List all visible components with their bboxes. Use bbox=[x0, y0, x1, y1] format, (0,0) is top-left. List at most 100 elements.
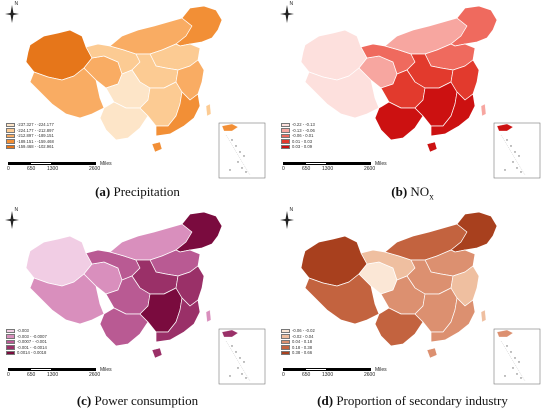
legend-label: 0.0014 - 0.0018 bbox=[17, 350, 47, 356]
legend-label: -224.177 - -212.897 bbox=[17, 127, 54, 133]
legend-entry: -0.06 - -0.02 bbox=[281, 328, 315, 334]
legend-swatch bbox=[281, 128, 290, 133]
legend-swatch bbox=[6, 345, 15, 350]
map-region-east-coast bbox=[175, 265, 205, 307]
compass-icon: N bbox=[5, 1, 19, 23]
legend-entry: 0.04 - 0.18 bbox=[281, 339, 315, 345]
legend-label: -0.02 - 0.04 bbox=[292, 333, 314, 339]
map-region-northeast bbox=[175, 211, 223, 253]
map-legend: -237.327 - -224.177 -224.177 - -212.897 -2… bbox=[6, 122, 54, 150]
legend-entry: -0.22 - -0.13 bbox=[281, 122, 315, 128]
map-legend: -0.22 - -0.13 -0.13 - -0.06 -0.06 - 0.01 0.… bbox=[281, 122, 315, 150]
scale-unit-label: Miles bbox=[375, 161, 387, 167]
legend-label: -0.0007 - -0.001 bbox=[17, 339, 47, 345]
scale-tick-label: 0 bbox=[7, 166, 10, 172]
legend-entry: -0.001 - -0.0014 bbox=[6, 345, 47, 351]
legend-label: -237.327 - -224.177 bbox=[17, 122, 54, 127]
legend-entry: 0.01 - 0.03 bbox=[281, 139, 315, 145]
legend-label: -0.003 - -0.0007 bbox=[17, 333, 47, 339]
legend-swatch bbox=[281, 133, 290, 139]
legend-label: -0.06 - -0.02 bbox=[292, 328, 315, 333]
map-region-taiwan bbox=[205, 103, 212, 117]
legend-swatch bbox=[6, 144, 15, 150]
legend-label: 0.18 - 0.38 bbox=[292, 344, 313, 350]
legend-entry: -0.0007 - -0.001 bbox=[6, 339, 47, 345]
legend-label: -159.468 - -102.961 bbox=[17, 144, 54, 150]
caption-power-consumption: (c) Power consumption bbox=[76, 393, 199, 408]
scale-tick-label: 0 bbox=[7, 372, 10, 378]
map-region-northeast bbox=[175, 5, 223, 47]
map-region-northeast bbox=[450, 5, 498, 47]
compass-north-label: N bbox=[15, 1, 19, 7]
map-legend: -0.06 - -0.02 -0.02 - 0.04 0.04 - 0.18 0.18… bbox=[281, 328, 315, 356]
legend-entry: -0.06 - 0.01 bbox=[281, 133, 315, 139]
legend-entry: -0.02 - 0.04 bbox=[281, 334, 315, 340]
legend-entry: -212.897 - -189.151 bbox=[6, 133, 54, 139]
compass-north-label: N bbox=[290, 1, 294, 7]
scale-tick-label: 1300 bbox=[322, 166, 334, 172]
compass-icon: N bbox=[280, 207, 294, 229]
map-region-yunnan-guizhou bbox=[374, 307, 424, 347]
map-region-northeast bbox=[450, 211, 498, 253]
scale-unit-label: Miles bbox=[375, 367, 387, 373]
legend-label: -0.06 - 0.01 bbox=[292, 133, 314, 139]
map-region-hainan bbox=[151, 141, 163, 153]
china-map: N bbox=[280, 207, 541, 385]
legend-label: -0.003 bbox=[17, 328, 29, 333]
map-panel-power-consumption: N -0.003 -0.003 - -0.0007 -0.0007 - -0.001-… bbox=[0, 206, 275, 412]
legend-swatch bbox=[6, 128, 15, 133]
legend-entry: 0.03 - 0.09 bbox=[281, 144, 315, 150]
legend-entry: -237.327 - -224.177 bbox=[6, 122, 54, 128]
south-china-sea-inset bbox=[493, 328, 541, 385]
compass-north-label: N bbox=[15, 207, 19, 213]
legend-label: -189.151 - -159.468 bbox=[17, 138, 54, 144]
legend-entry: 0.0014 - 0.0018 bbox=[6, 350, 47, 356]
scale-tick-label: 1300 bbox=[47, 372, 59, 378]
legend-label: -212.897 - -189.151 bbox=[17, 133, 54, 139]
scale-tick-label: 650 bbox=[27, 372, 36, 378]
legend-label: -0.13 - -0.06 bbox=[292, 127, 315, 133]
legend-swatch bbox=[281, 345, 290, 350]
south-china-sea-inset bbox=[493, 122, 541, 179]
map-legend: -0.003 -0.003 - -0.0007 -0.0007 - -0.001 -0… bbox=[6, 328, 47, 356]
legend-swatch bbox=[281, 334, 290, 339]
map-region-yunnan-guizhou bbox=[99, 307, 149, 347]
legend-entry: -159.468 - -102.961 bbox=[6, 144, 54, 150]
scale-tick-label: 2600 bbox=[364, 166, 376, 172]
south-china-sea-inset bbox=[218, 122, 266, 179]
caption-precipitation: (a) Precipitation bbox=[95, 184, 180, 199]
legend-entry: -0.003 - -0.0007 bbox=[6, 334, 47, 340]
china-map: N bbox=[5, 1, 266, 179]
map-region-southeast bbox=[155, 91, 201, 137]
map-region-southeast bbox=[430, 297, 476, 343]
scale-tick-label: 0 bbox=[282, 166, 285, 172]
compass-icon: N bbox=[5, 207, 19, 229]
scale-unit-label: Miles bbox=[100, 161, 112, 167]
legend-label: 0.04 - 0.18 bbox=[292, 339, 313, 345]
legend-label: 0.38 - 0.66 bbox=[292, 350, 313, 356]
legend-swatch bbox=[6, 133, 15, 139]
scale-tick-label: 2600 bbox=[364, 372, 376, 378]
legend-label: -0.001 - -0.0014 bbox=[17, 344, 47, 350]
map-panel-nox: N -0.22 - -0.13 -0.13 - -0.06 -0.06 - 0.01 0… bbox=[275, 0, 550, 206]
legend-swatch bbox=[281, 139, 290, 144]
legend-swatch bbox=[6, 328, 15, 333]
scale-bar: 0 650 1300 2600 Miles bbox=[282, 367, 403, 380]
legend-swatch bbox=[6, 334, 15, 339]
legend-label: -0.22 - -0.13 bbox=[292, 122, 315, 127]
scale-bar: 0 650 1300 2600 Miles bbox=[7, 367, 128, 380]
scale-tick-label: 650 bbox=[27, 166, 36, 172]
legend-entry: -189.151 - -159.468 bbox=[6, 139, 54, 145]
legend-label: 0.01 - 0.03 bbox=[292, 138, 313, 144]
scale-tick-label: 2600 bbox=[89, 372, 101, 378]
scale-tick-label: 650 bbox=[302, 166, 311, 172]
legend-swatch bbox=[6, 139, 15, 144]
south-china-sea-inset bbox=[218, 328, 266, 385]
scale-tick-label: 1300 bbox=[322, 372, 334, 378]
compass-icon: N bbox=[280, 1, 294, 23]
legend-entry: 0.18 - 0.38 bbox=[281, 345, 315, 351]
scale-unit-label: Miles bbox=[100, 367, 112, 373]
caption-nox: (b) NOx bbox=[391, 184, 434, 202]
scale-bar: 0 650 1300 2600 Miles bbox=[282, 161, 403, 174]
map-region-hainan bbox=[426, 141, 438, 153]
